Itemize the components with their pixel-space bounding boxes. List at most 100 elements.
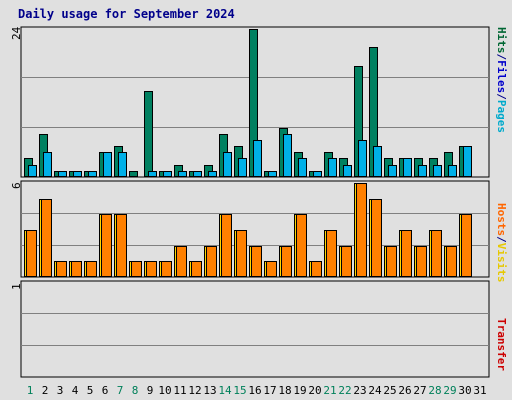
- bar-hosts-day-29: [446, 246, 457, 277]
- x-tick-label-day-11: 11: [173, 384, 186, 397]
- x-tick-label-day-30: 30: [458, 384, 471, 397]
- chart-title: Daily usage for September 2024: [18, 7, 235, 21]
- bar-pages-day-10: [163, 171, 172, 177]
- side-legend-part: Pages: [495, 99, 508, 133]
- x-tick-label-day-26: 26: [398, 384, 411, 397]
- bar-pages-day-12: [193, 171, 202, 177]
- side-legend-part: Transfer: [495, 318, 508, 371]
- x-tick-label-day-8: 8: [132, 384, 139, 397]
- bar-hosts-day-1: [26, 230, 37, 277]
- bar-pages-day-30: [463, 146, 472, 177]
- x-tick-label-day-17: 17: [263, 384, 276, 397]
- bar-pages-day-5: [88, 171, 97, 177]
- bar-pages-day-2: [43, 152, 52, 177]
- x-tick-label-day-9: 9: [147, 384, 154, 397]
- bar-pages-day-13: [208, 171, 217, 177]
- x-tick-label-day-18: 18: [278, 384, 291, 397]
- bar-hosts-day-14: [221, 214, 232, 277]
- side-legend-part: /: [495, 236, 508, 243]
- x-tick-label-day-29: 29: [443, 384, 456, 397]
- bar-pages-day-21: [328, 158, 337, 177]
- x-tick-label-day-3: 3: [57, 384, 64, 397]
- x-tick-label-day-21: 21: [323, 384, 336, 397]
- y-max-label: 6: [10, 182, 23, 189]
- x-tick-label-day-31: 31: [473, 384, 486, 397]
- bar-pages-day-17: [268, 171, 277, 177]
- side-legend-part: Visits: [495, 242, 508, 283]
- bar-hits-day-8: [129, 171, 138, 177]
- x-tick-label-day-5: 5: [87, 384, 94, 397]
- bar-hosts-day-24: [371, 199, 382, 277]
- x-tick-label-day-4: 4: [72, 384, 79, 397]
- bar-pages-day-26: [403, 158, 412, 177]
- x-tick-label-day-15: 15: [233, 384, 246, 397]
- bar-pages-day-19: [298, 158, 307, 177]
- bar-hits-day-9: [144, 91, 153, 177]
- bar-hosts-day-6: [101, 214, 112, 277]
- x-tick-label-day-6: 6: [102, 384, 109, 397]
- bar-pages-day-4: [73, 171, 82, 177]
- x-tick-label-day-20: 20: [308, 384, 321, 397]
- side-legend: Hits/Files/Pages: [495, 27, 508, 133]
- bar-hosts-day-16: [251, 246, 262, 277]
- bar-hosts-day-9: [146, 261, 157, 277]
- bar-hosts-day-18: [281, 246, 292, 277]
- side-legend-part: Hosts: [495, 203, 508, 237]
- bar-pages-day-20: [313, 171, 322, 177]
- bar-hosts-day-28: [431, 230, 442, 277]
- bar-hosts-day-8: [131, 261, 142, 277]
- bar-hosts-day-3: [56, 261, 67, 277]
- x-tick-label-day-12: 12: [188, 384, 201, 397]
- bar-hosts-day-4: [71, 261, 82, 277]
- bar-hosts-day-15: [236, 230, 247, 277]
- bar-pages-day-29: [448, 165, 457, 177]
- bar-hosts-day-19: [296, 214, 307, 277]
- x-tick-label-day-7: 7: [117, 384, 124, 397]
- x-tick-label-day-13: 13: [203, 384, 216, 397]
- bar-pages-day-25: [388, 165, 397, 177]
- x-tick-label-day-27: 27: [413, 384, 426, 397]
- y-max-label: 24: [10, 26, 23, 40]
- bar-hosts-day-17: [266, 261, 277, 277]
- bar-hosts-day-5: [86, 261, 97, 277]
- bar-pages-day-3: [58, 171, 67, 177]
- bar-pages-day-24: [373, 146, 382, 177]
- bar-pages-day-15: [238, 158, 247, 177]
- side-legend-part: /: [495, 93, 508, 100]
- bar-pages-day-27: [418, 165, 427, 177]
- x-tick-label-day-19: 19: [293, 384, 306, 397]
- bar-pages-day-9: [148, 171, 157, 177]
- x-tick-label-day-16: 16: [248, 384, 261, 397]
- bar-pages-day-7: [118, 152, 127, 177]
- x-tick-label-day-23: 23: [353, 384, 366, 397]
- bar-hosts-day-25: [386, 246, 397, 277]
- bar-pages-day-23: [358, 140, 367, 177]
- side-legend-part: Files: [495, 60, 508, 94]
- y-max-label: 1: [10, 283, 23, 290]
- x-tick-label-day-10: 10: [158, 384, 171, 397]
- panel-frame: [20, 280, 490, 378]
- bar-hosts-day-7: [116, 214, 127, 277]
- bar-hosts-day-2: [41, 199, 52, 277]
- side-legend-part: Hits: [495, 27, 508, 54]
- bar-pages-day-1: [28, 165, 37, 177]
- bar-hosts-day-20: [311, 261, 322, 277]
- bar-hosts-day-21: [326, 230, 337, 277]
- x-tick-label-day-28: 28: [428, 384, 441, 397]
- x-tick-label-day-14: 14: [218, 384, 232, 397]
- side-legend: Transfer: [495, 318, 508, 371]
- bar-hosts-day-23: [356, 183, 367, 277]
- bar-hosts-day-22: [341, 246, 352, 277]
- x-tick-label-day-25: 25: [383, 384, 396, 397]
- bar-hosts-day-11: [176, 246, 187, 277]
- bar-pages-day-18: [283, 134, 292, 177]
- bar-hosts-day-12: [191, 261, 202, 277]
- bar-hosts-day-30: [461, 214, 472, 277]
- x-tick-label-day-24: 24: [368, 384, 382, 397]
- bar-pages-day-16: [253, 140, 262, 177]
- bar-pages-day-14: [223, 152, 232, 177]
- side-legend: Hosts/Visits: [495, 203, 508, 283]
- bar-hosts-day-13: [206, 246, 217, 277]
- x-tick-label-day-22: 22: [338, 384, 351, 397]
